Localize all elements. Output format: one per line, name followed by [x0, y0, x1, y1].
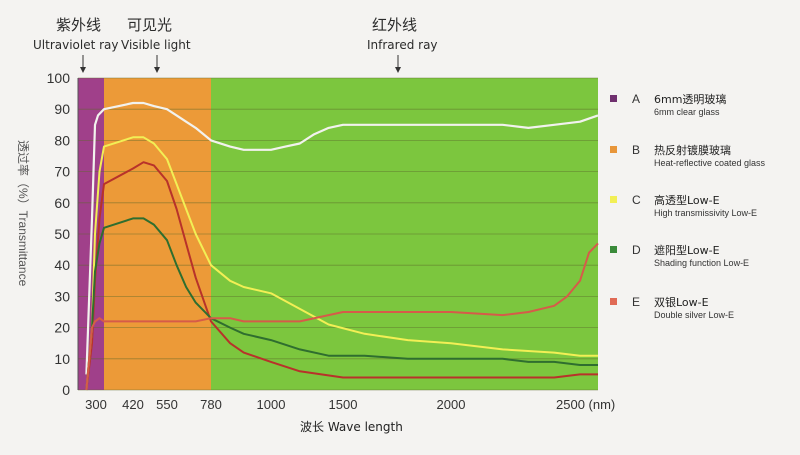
ir-label-cn: 红外线 [372, 16, 418, 34]
ir-label-en: Infrared ray [367, 38, 438, 52]
y-axis-label: 透过率（%）Transmittance [16, 140, 30, 287]
uv-label-en: Ultraviolet ray [33, 38, 119, 52]
y-tick-label-90: 90 [54, 101, 70, 117]
y-tick-label-100: 100 [47, 70, 71, 86]
ir-arrow-head [395, 67, 401, 73]
y-tick-label-20: 20 [54, 320, 70, 336]
legend-label-en: Heat-reflective coated glass [654, 158, 766, 168]
legend-swatch [610, 298, 617, 305]
legend-letter: A [632, 92, 641, 106]
legend-label-cn: 遮阳型Low-E [654, 244, 720, 257]
legend-letter: B [632, 143, 641, 157]
visible-label-cn: 可见光 [127, 16, 173, 34]
legend-label-cn: 双银Low-E [654, 296, 709, 309]
y-tick-label-0: 0 [62, 382, 70, 398]
y-tick-label-30: 30 [54, 288, 70, 304]
legend-letter: C [632, 193, 641, 207]
y-tick-label-60: 60 [54, 195, 70, 211]
x-tick-label-3: 780 [200, 397, 222, 412]
series-line-1 [85, 161, 598, 391]
series-layer [85, 101, 599, 391]
uv-label-cn: 紫外线 [56, 16, 102, 34]
legend-label-en: Shading function Low-E [654, 258, 750, 268]
y-tick-label-50: 50 [54, 226, 70, 242]
legend-label-cn: 高透型Low-E [654, 194, 720, 207]
series-line-2 [85, 136, 598, 391]
legend-label-cn: 热反射镀膜玻璃 [654, 144, 731, 157]
legend-label-en: Double silver Low-E [654, 310, 735, 320]
series-line-3 [85, 217, 598, 391]
y-tick-label-80: 80 [54, 132, 70, 148]
arrow-layer [80, 55, 401, 73]
x-axis-label: 波长 Wave length [300, 420, 403, 434]
legend-label-cn: 6mm透明玻璃 [654, 93, 727, 106]
x-tick-label-1: 420 [122, 397, 144, 412]
legend-label-en: 6mm clear glass [654, 107, 720, 117]
visible-arrow-head [154, 67, 160, 73]
legend-letter: D [632, 243, 641, 257]
legend-letter: E [632, 295, 641, 309]
x-tick-label-0: 300 [85, 397, 107, 412]
visible-label-en: Visible light [121, 38, 191, 52]
legend-swatch [610, 95, 617, 102]
x-tick-label-7: 2500 (nm) [556, 397, 615, 412]
axis-layer: 0 10 20 30 40 50 60 70 80 90 100 300 420 550 780 1000 15… [47, 70, 616, 412]
x-tick-label-6: 2000 [437, 397, 466, 412]
x-tick-label-2: 550 [156, 397, 178, 412]
series-line-0 [85, 101, 599, 375]
legend-swatch [610, 196, 617, 203]
y-tick-label-70: 70 [54, 164, 70, 180]
y-tick-label-40: 40 [54, 257, 70, 273]
x-tick-label-5: 1500 [329, 397, 358, 412]
uv-arrow-head [80, 67, 86, 73]
legend-label-en: High transmissivity Low-E [654, 208, 758, 218]
x-tick-label-4: 1000 [257, 397, 286, 412]
legend-swatch [610, 146, 617, 153]
y-tick-label-10: 10 [54, 351, 70, 367]
series-line-4 [85, 242, 599, 391]
legend-swatch [610, 246, 617, 253]
